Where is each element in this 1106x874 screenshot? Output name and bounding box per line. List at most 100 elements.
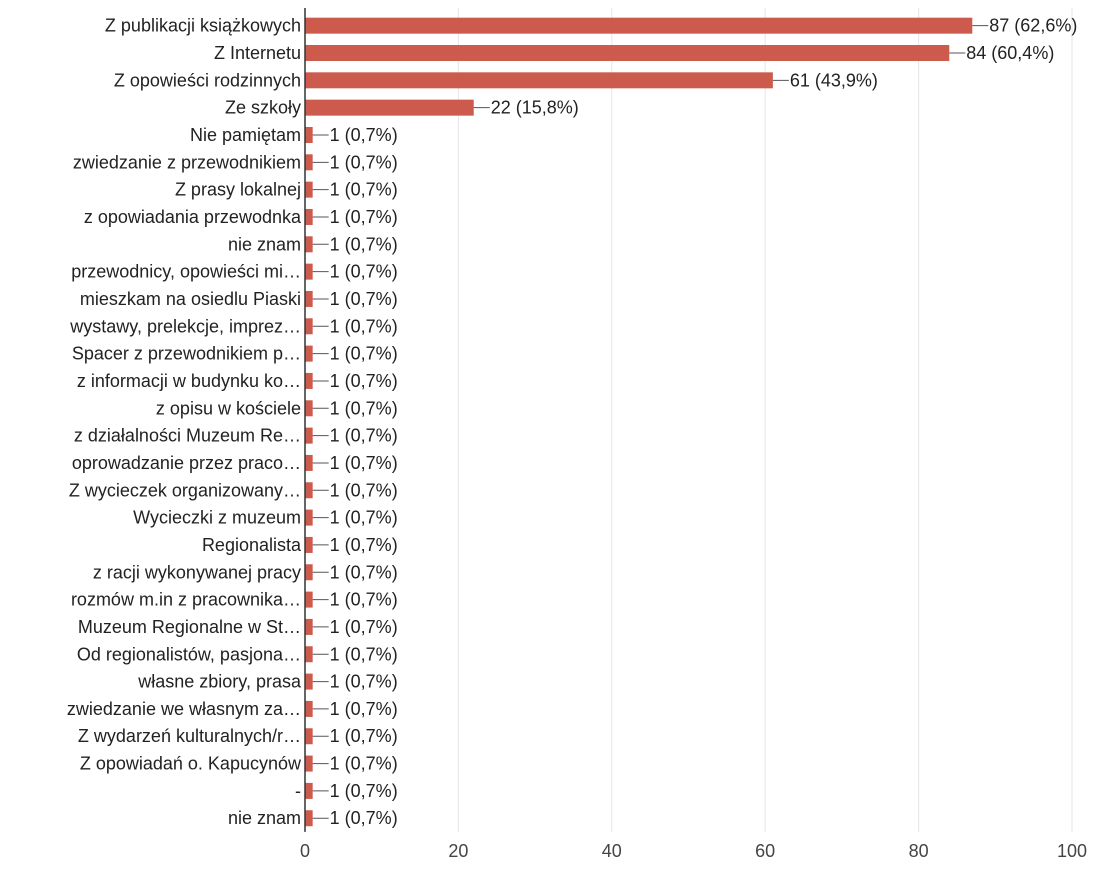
bar bbox=[305, 591, 313, 608]
value-label: 1 (0,7%) bbox=[330, 726, 398, 746]
value-label: 1 (0,7%) bbox=[330, 371, 398, 391]
category-label: - bbox=[295, 781, 301, 801]
x-tick-label: 40 bbox=[602, 841, 622, 861]
bar bbox=[305, 782, 313, 799]
bar bbox=[305, 154, 313, 171]
value-label: 1 (0,7%) bbox=[330, 234, 398, 254]
value-labels: 87 (62,6%) 84 (60,4%) 61 (43,9%) 22 (15,8%)… bbox=[330, 16, 1078, 829]
value-label: 1 (0,7%) bbox=[330, 426, 398, 446]
category-label: zwiedzanie z przewodnikiem bbox=[73, 152, 301, 172]
category-label: przewodnicy, opowieści mi… bbox=[71, 262, 301, 282]
category-label: Z prasy lokalnej bbox=[175, 180, 301, 200]
bar bbox=[305, 236, 313, 253]
value-label: 1 (0,7%) bbox=[330, 808, 398, 828]
bar bbox=[305, 372, 313, 389]
value-label: 1 (0,7%) bbox=[330, 672, 398, 692]
category-label: mieszkam na osiedlu Piaski bbox=[80, 289, 301, 309]
category-label: wystawy, prelekcje, imprez… bbox=[69, 316, 301, 336]
value-label: 1 (0,7%) bbox=[330, 781, 398, 801]
category-label: z racji wykonywanej pracy bbox=[93, 562, 301, 582]
x-tick-labels: 0 20 40 60 80 100 bbox=[300, 841, 1087, 861]
category-label: Ze szkoły bbox=[225, 98, 301, 118]
category-label: Z opowieści rodzinnych bbox=[114, 70, 301, 90]
bar bbox=[305, 454, 313, 471]
value-label: 61 (43,9%) bbox=[790, 70, 878, 90]
bar bbox=[305, 44, 950, 61]
bar bbox=[305, 99, 474, 116]
category-label: nie znam bbox=[228, 234, 301, 254]
category-label: Z opowiadań o. Kapucynów bbox=[80, 754, 302, 774]
bar bbox=[305, 290, 313, 307]
value-label: 1 (0,7%) bbox=[330, 152, 398, 172]
x-tick-label: 80 bbox=[909, 841, 929, 861]
category-label: Wycieczki z muzeum bbox=[133, 508, 301, 528]
bar bbox=[305, 400, 313, 417]
x-tick-label: 0 bbox=[300, 841, 310, 861]
value-label: 1 (0,7%) bbox=[330, 453, 398, 473]
value-label: 1 (0,7%) bbox=[330, 480, 398, 500]
value-label: 84 (60,4%) bbox=[966, 43, 1054, 63]
category-label: Z wycieczek organizowany… bbox=[69, 480, 301, 500]
category-label: Od regionalistów, pasjona… bbox=[77, 644, 301, 664]
value-label: 1 (0,7%) bbox=[330, 508, 398, 528]
x-tick-label: 20 bbox=[448, 841, 468, 861]
category-label: z działalności Muzeum Re… bbox=[74, 426, 301, 446]
value-label: 1 (0,7%) bbox=[330, 262, 398, 282]
bar bbox=[305, 263, 313, 280]
value-label: 1 (0,7%) bbox=[330, 207, 398, 227]
bar bbox=[305, 755, 313, 772]
category-label: zwiedzanie we własnym za… bbox=[67, 699, 301, 719]
value-label: 1 (0,7%) bbox=[330, 699, 398, 719]
bar bbox=[305, 72, 773, 89]
category-label: oprowadzanie przez praco… bbox=[72, 453, 301, 473]
value-label: 1 (0,7%) bbox=[330, 562, 398, 582]
bar bbox=[305, 345, 313, 362]
category-label: Z Internetu bbox=[214, 43, 301, 63]
category-label: rozmów m.in z pracownika… bbox=[71, 590, 301, 610]
bar bbox=[305, 17, 973, 34]
bar bbox=[305, 318, 313, 335]
bar bbox=[305, 536, 313, 553]
category-label: z opowiadania przewodnka bbox=[84, 207, 302, 227]
bar bbox=[305, 673, 313, 690]
grid-lines bbox=[457, 8, 1073, 832]
x-tick-label: 60 bbox=[755, 841, 775, 861]
bar bbox=[305, 810, 313, 827]
value-label: 87 (62,6%) bbox=[989, 16, 1077, 36]
category-label: nie znam bbox=[228, 808, 301, 828]
bar bbox=[305, 126, 313, 143]
bar bbox=[305, 564, 313, 581]
value-connectors bbox=[312, 25, 989, 819]
value-label: 1 (0,7%) bbox=[330, 754, 398, 774]
value-label: 22 (15,8%) bbox=[491, 98, 579, 118]
bar bbox=[305, 728, 313, 745]
category-label: Regionalista bbox=[202, 535, 302, 555]
value-label: 1 (0,7%) bbox=[330, 617, 398, 637]
category-label: z informacji w budynku ko… bbox=[77, 371, 301, 391]
category-label: Spacer z przewodnikiem p… bbox=[72, 344, 301, 364]
category-label: Nie pamiętam bbox=[190, 125, 301, 145]
category-label: Muzeum Regionalne w St… bbox=[78, 617, 301, 637]
bars bbox=[305, 17, 973, 827]
bar bbox=[305, 618, 313, 635]
category-label: z opisu w kościele bbox=[156, 398, 301, 418]
bar bbox=[305, 482, 313, 499]
value-label: 1 (0,7%) bbox=[330, 316, 398, 336]
value-label: 1 (0,7%) bbox=[330, 289, 398, 309]
bar bbox=[305, 427, 313, 444]
category-labels: Z publikacji książkowych Z Internetu Z opo… bbox=[67, 16, 302, 829]
category-label: własne zbiory, prasa bbox=[137, 672, 302, 692]
value-label: 1 (0,7%) bbox=[330, 590, 398, 610]
bar bbox=[305, 646, 313, 663]
value-label: 1 (0,7%) bbox=[330, 344, 398, 364]
bar bbox=[305, 700, 313, 717]
value-label: 1 (0,7%) bbox=[330, 535, 398, 555]
bar bbox=[305, 509, 313, 526]
x-tick-label: 100 bbox=[1057, 841, 1087, 861]
bar bbox=[305, 181, 313, 198]
category-label: Z publikacji książkowych bbox=[105, 16, 301, 36]
category-label: Z wydarzeń kulturalnych/r… bbox=[78, 726, 301, 746]
bar bbox=[305, 208, 313, 225]
value-label: 1 (0,7%) bbox=[330, 398, 398, 418]
